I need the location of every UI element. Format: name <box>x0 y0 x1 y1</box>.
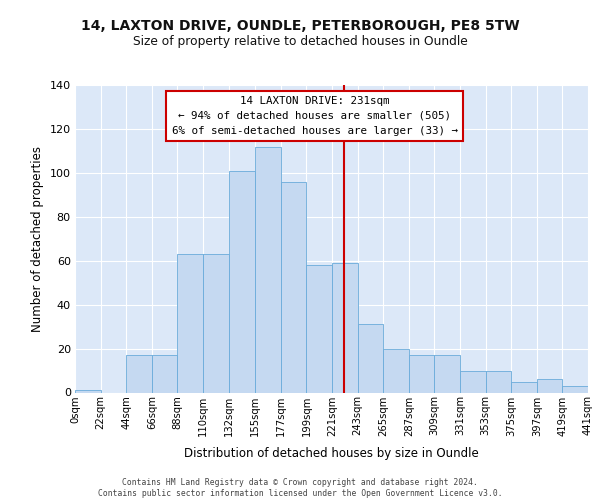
Text: Contains HM Land Registry data © Crown copyright and database right 2024.
Contai: Contains HM Land Registry data © Crown c… <box>98 478 502 498</box>
Bar <box>409 355 434 393</box>
Bar <box>383 348 409 393</box>
Text: Size of property relative to detached houses in Oundle: Size of property relative to detached ho… <box>133 35 467 48</box>
Bar <box>178 254 203 392</box>
Bar <box>460 370 485 392</box>
Bar <box>358 324 383 392</box>
Bar <box>485 370 511 392</box>
Bar <box>229 170 256 392</box>
X-axis label: Distribution of detached houses by size in Oundle: Distribution of detached houses by size … <box>184 447 479 460</box>
Bar <box>434 355 460 393</box>
Bar <box>511 382 537 392</box>
Bar <box>281 182 307 392</box>
Bar <box>332 263 358 392</box>
Bar <box>537 380 562 392</box>
Bar <box>203 254 229 392</box>
Text: 14 LAXTON DRIVE: 231sqm
← 94% of detached houses are smaller (505)
6% of semi-de: 14 LAXTON DRIVE: 231sqm ← 94% of detache… <box>172 96 458 136</box>
Bar <box>75 390 101 392</box>
Bar <box>562 386 588 392</box>
Bar <box>307 265 332 392</box>
Bar <box>256 146 281 392</box>
Bar <box>152 355 178 393</box>
Text: 14, LAXTON DRIVE, OUNDLE, PETERBOROUGH, PE8 5TW: 14, LAXTON DRIVE, OUNDLE, PETERBOROUGH, … <box>80 19 520 33</box>
Bar <box>126 355 152 393</box>
Y-axis label: Number of detached properties: Number of detached properties <box>31 146 44 332</box>
